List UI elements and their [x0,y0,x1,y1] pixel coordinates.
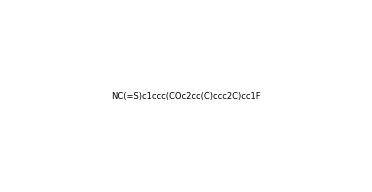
Text: NC(=S)c1ccc(COc2cc(C)ccc2C)cc1F: NC(=S)c1ccc(COc2cc(C)ccc2C)cc1F [111,92,261,100]
